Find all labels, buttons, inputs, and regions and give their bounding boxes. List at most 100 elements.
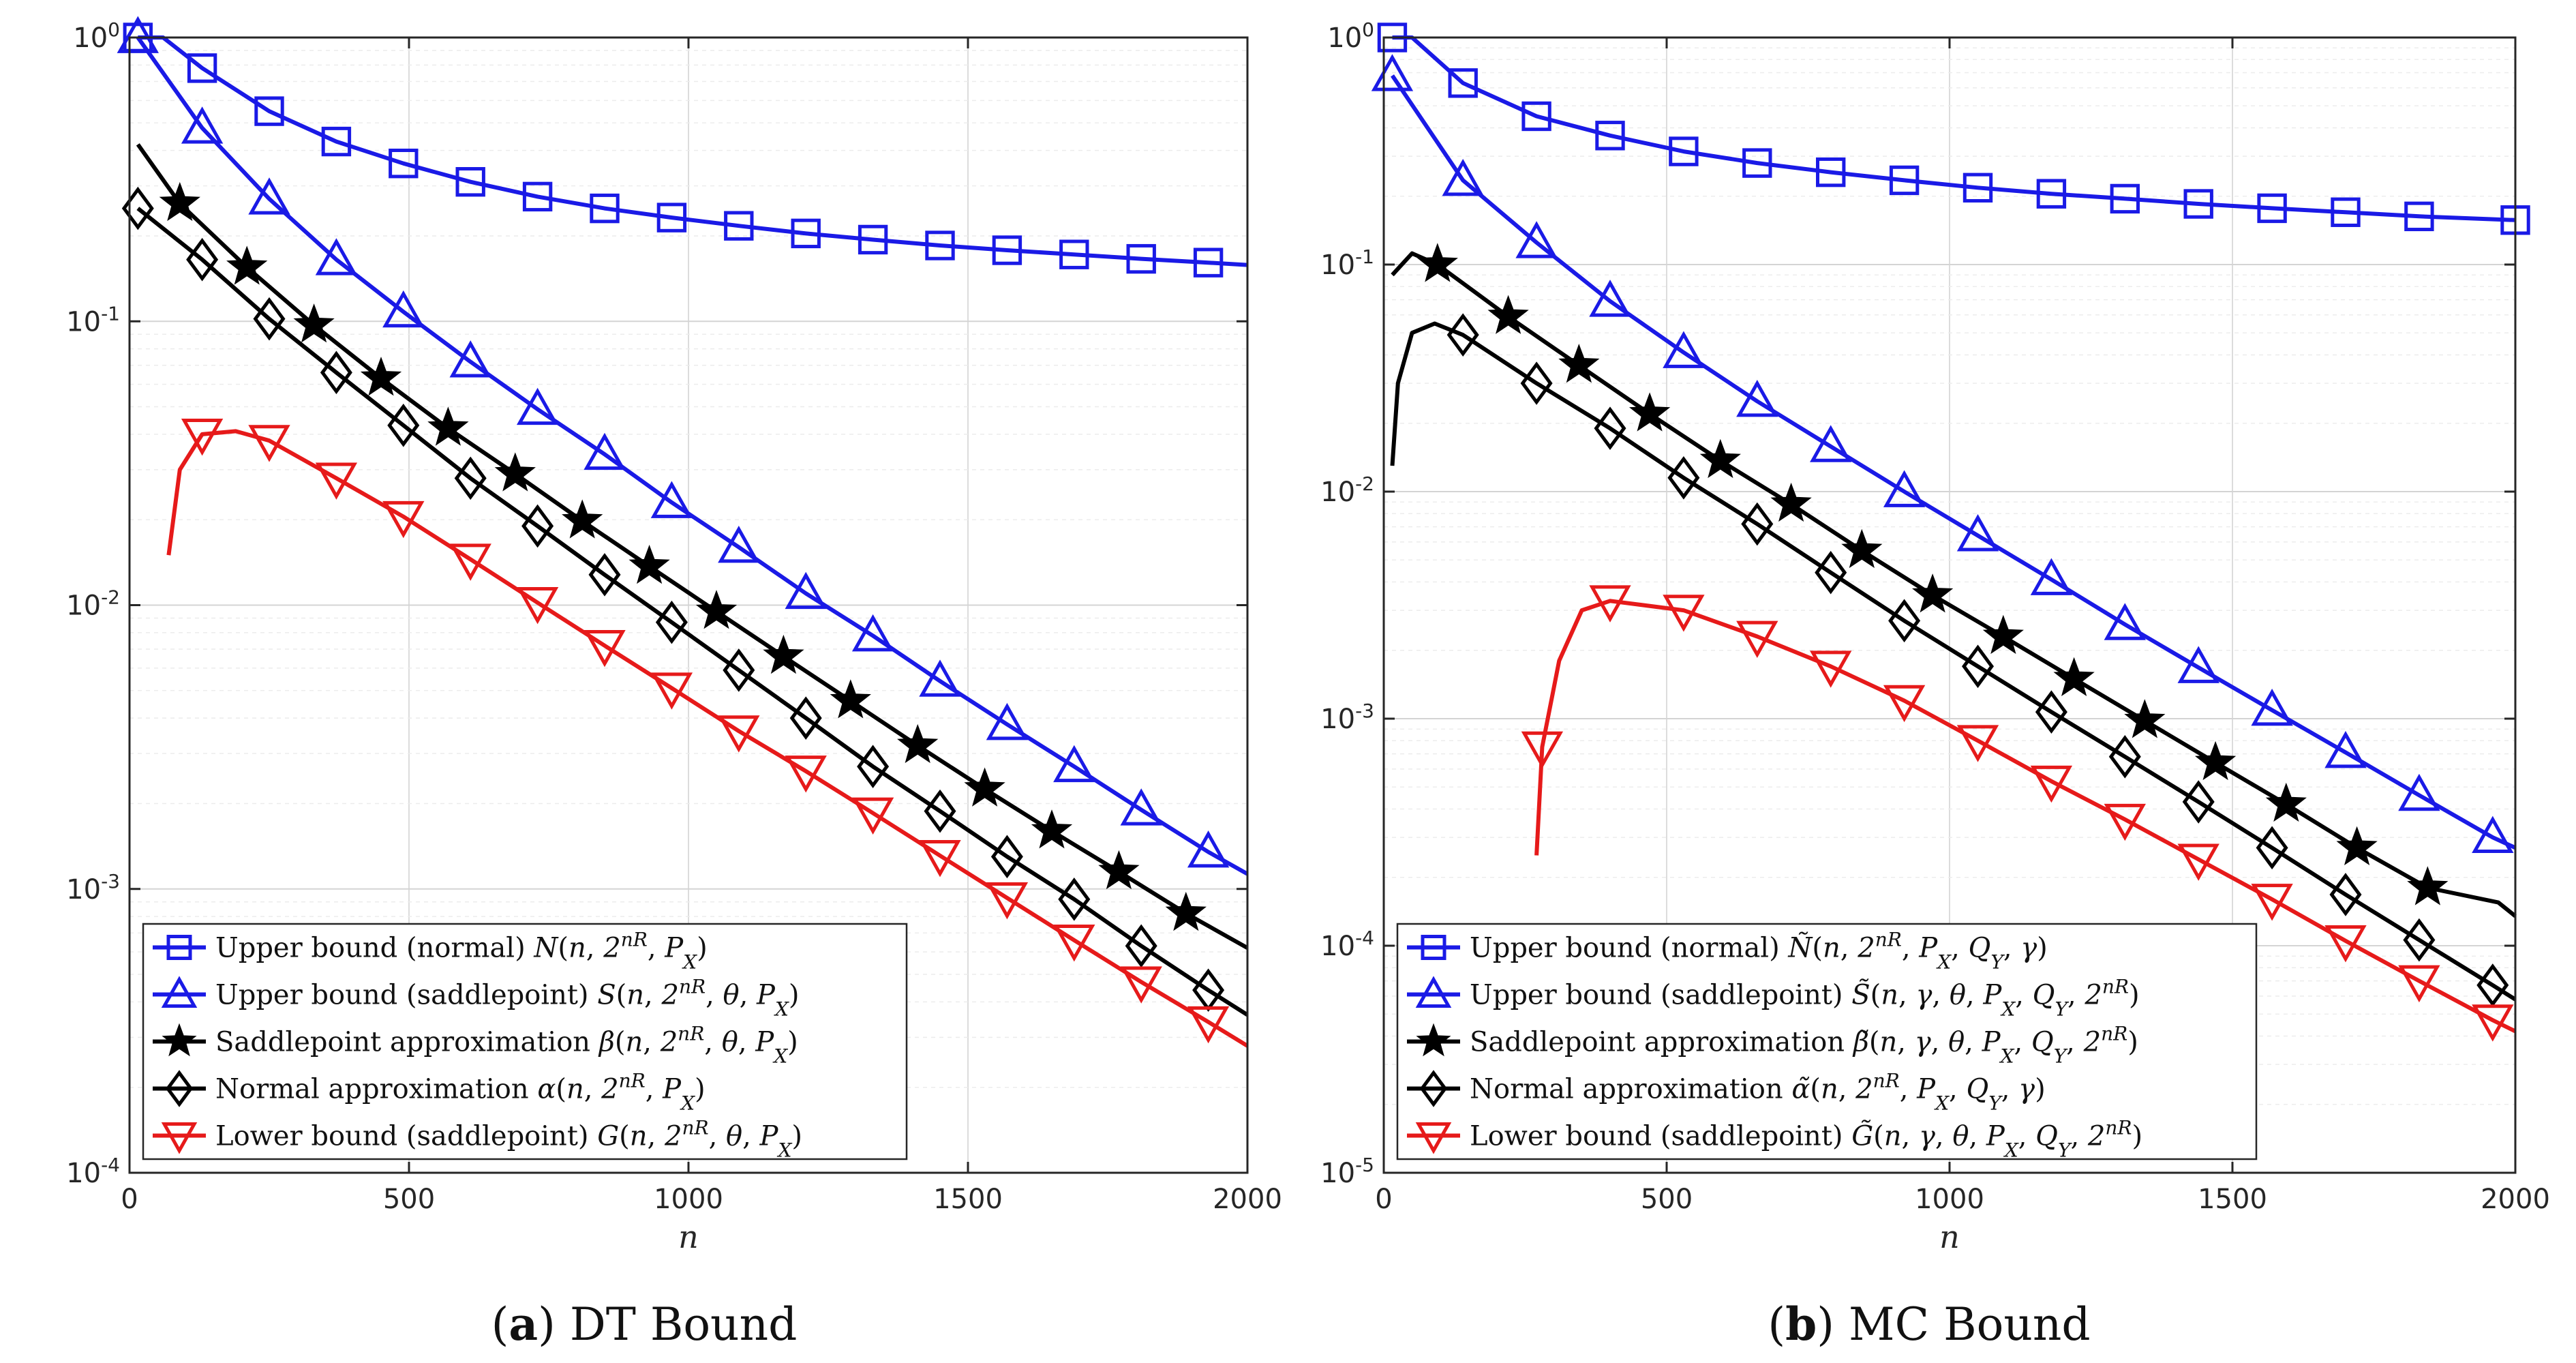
legend-label: Lower bound (saddlepoint) G̃(n, γ, θ, PX… (1470, 1116, 2142, 1161)
data-point (1521, 101, 1551, 132)
y-tick-label: 10-1 (1320, 245, 1374, 282)
data-point (1187, 830, 1230, 868)
data-point (1816, 157, 1846, 188)
legend-swatch-marker (162, 1023, 197, 1057)
legend-box (1396, 923, 2258, 1160)
data-point (588, 553, 621, 597)
data-point (1589, 280, 1631, 317)
data-point (1058, 878, 1091, 921)
data-point (226, 245, 268, 285)
data-point (2036, 179, 2067, 209)
legend-entry: Upper bound (normal) Ñ(n, 2nR, PX, QY, γ… (1407, 928, 2048, 973)
data-point (2476, 963, 2509, 1007)
data-point (1810, 650, 1852, 688)
data-point (1558, 344, 1600, 383)
data-point (1521, 731, 1564, 769)
data-point (1193, 248, 1224, 278)
caption-letter: b (1785, 1298, 1817, 1351)
data-point (986, 882, 1029, 920)
series-upper-bound-saddlepoint (117, 16, 1249, 876)
series-line (1392, 35, 2516, 222)
svg-text:(b) MC Bound: (b) MC Bound (1768, 1298, 2090, 1351)
data-point (2183, 189, 2213, 219)
data-point (181, 106, 224, 144)
data-point (858, 224, 888, 255)
data-point (2407, 866, 2449, 905)
data-point (186, 237, 219, 282)
legend: Upper bound (normal) N(n, 2nR, PX)Upper … (142, 923, 908, 1161)
data-point (785, 755, 827, 793)
legend-label: Lower bound (saddlepoint) G(n, 2nR, θ, P… (215, 1116, 802, 1161)
data-point (2331, 197, 2361, 227)
data-point (2324, 731, 2367, 768)
legend-label: Saddlepoint approximation β(n, 2nR, θ, P… (215, 1022, 798, 1067)
data-point (897, 723, 939, 764)
y-tick-label: 10-2 (66, 586, 120, 622)
y-tick-label: 10-5 (1320, 1154, 1374, 1190)
x-tick-label: 2000 (1213, 1184, 1282, 1215)
data-point (1742, 148, 1772, 178)
data-point (2177, 646, 2219, 683)
data-point (964, 767, 1005, 807)
y-tick-label: 100 (1327, 18, 1374, 55)
caption-letter: a (509, 1298, 538, 1351)
svg-text:(a) DT Bound: (a) DT Bound (491, 1298, 798, 1351)
data-point (1031, 809, 1073, 849)
y-tick-label: 100 (73, 18, 120, 55)
legend-swatch-marker (161, 1122, 198, 1154)
data-point (1699, 438, 1741, 479)
data-point (382, 500, 425, 539)
y-tick-label: 10-4 (66, 1154, 120, 1190)
data-point (590, 193, 620, 224)
x-tick-label: 0 (1375, 1184, 1392, 1215)
data-point (919, 659, 961, 697)
data-point (382, 290, 425, 328)
data-point (1515, 221, 1558, 258)
data-point (187, 53, 217, 83)
legend-swatch-marker (1415, 976, 1452, 1008)
legend-entry: Lower bound (saddlepoint) G(n, 2nR, θ, P… (153, 1116, 802, 1161)
data-point (449, 543, 491, 581)
data-point (1810, 425, 1852, 462)
y-tick-label: 10-2 (1320, 473, 1374, 509)
data-point (628, 544, 670, 584)
data-point (1595, 121, 1625, 151)
data-point (1448, 68, 1478, 98)
legend-label: Normal approximation α̃(n, 2nR, PX, QY, … (1470, 1069, 2046, 1114)
x-axis-label: n (1939, 1218, 1960, 1255)
data-point (1165, 891, 1207, 931)
data-point (2257, 193, 2287, 224)
legend-swatch-marker (161, 976, 198, 1008)
data-point (1628, 392, 1671, 432)
data-point (718, 715, 760, 753)
data-point (851, 614, 894, 652)
caption-mc-bound: (b) MC Bound (1768, 1298, 2090, 1351)
data-point (2030, 558, 2073, 595)
data-point (521, 504, 554, 548)
data-point (695, 590, 738, 629)
x-tick-label: 1000 (654, 1184, 723, 1215)
legend-swatch-marker (1415, 1122, 1452, 1154)
data-point (315, 462, 358, 500)
data-point (293, 303, 335, 343)
legend-label: Saddlepoint approximation β̃(n, γ, θ, PX… (1470, 1022, 2138, 1067)
data-point (857, 745, 890, 789)
data-point (2182, 780, 2215, 824)
data-point (2104, 803, 2146, 841)
data-point (562, 499, 603, 539)
legend-entry: Normal approximation α(n, 2nR, PX) (153, 1069, 706, 1114)
data-point (763, 634, 804, 674)
data-point (584, 629, 626, 668)
x-tick-label: 1500 (2198, 1184, 2267, 1215)
legend-swatch-marker (165, 1070, 194, 1107)
data-point (1883, 470, 1926, 507)
data-point (1663, 595, 1705, 632)
x-tick-label: 500 (383, 1184, 435, 1215)
series-lower-bound-saddlepoint (1521, 585, 2517, 1042)
data-point (1669, 136, 1699, 166)
y-tick-label: 10-3 (66, 869, 120, 905)
data-point (1961, 644, 1995, 689)
data-point (1442, 158, 1484, 196)
data-point (159, 181, 200, 222)
data-point (650, 481, 693, 518)
